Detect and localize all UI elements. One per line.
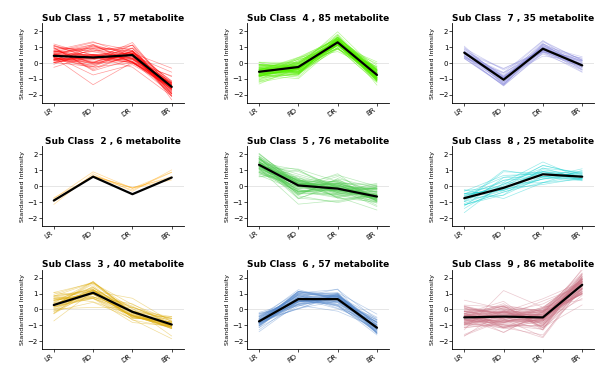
Title: Sub Class  8 , 25 metabolite: Sub Class 8 , 25 metabolite bbox=[452, 137, 594, 146]
Y-axis label: Standardised Intensity: Standardised Intensity bbox=[225, 151, 230, 222]
Title: Sub Class  2 , 6 metabolite: Sub Class 2 , 6 metabolite bbox=[45, 137, 181, 146]
Y-axis label: Standardised Intensity: Standardised Intensity bbox=[430, 28, 435, 99]
Title: Sub Class  1 , 57 metabolite: Sub Class 1 , 57 metabolite bbox=[41, 14, 184, 23]
Title: Sub Class  6 , 57 metabolite: Sub Class 6 , 57 metabolite bbox=[247, 260, 389, 269]
Y-axis label: Standardised Intensity: Standardised Intensity bbox=[430, 274, 435, 345]
Title: Sub Class  5 , 76 metabolite: Sub Class 5 , 76 metabolite bbox=[247, 137, 389, 146]
Y-axis label: Standardised Intensity: Standardised Intensity bbox=[225, 28, 230, 99]
Y-axis label: Standardised Intensity: Standardised Intensity bbox=[20, 274, 25, 345]
Y-axis label: Standardised Intensity: Standardised Intensity bbox=[225, 274, 230, 345]
Title: Sub Class  4 , 85 metabolite: Sub Class 4 , 85 metabolite bbox=[247, 14, 389, 23]
Title: Sub Class  7 , 35 metabolite: Sub Class 7 , 35 metabolite bbox=[452, 14, 595, 23]
Title: Sub Class  9 , 86 metabolite: Sub Class 9 , 86 metabolite bbox=[452, 260, 595, 269]
Y-axis label: Standardised Intensity: Standardised Intensity bbox=[430, 151, 435, 222]
Y-axis label: Standardised Intensity: Standardised Intensity bbox=[20, 28, 25, 99]
Title: Sub Class  3 , 40 metabolite: Sub Class 3 , 40 metabolite bbox=[42, 260, 184, 269]
Y-axis label: Standardised Intensity: Standardised Intensity bbox=[20, 151, 25, 222]
